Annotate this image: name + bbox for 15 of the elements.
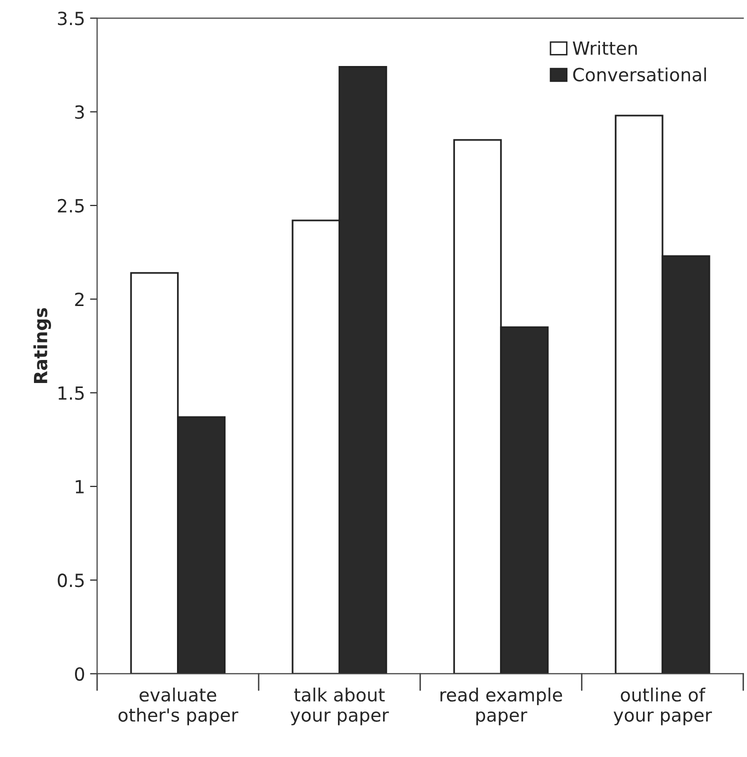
y-tick-label: 3.5 [58,12,84,26]
x-tick-label: outline of your paper [614,688,712,726]
y-tick-label: 2 [75,292,84,306]
y-tick-label: 1.5 [58,386,84,400]
y-tick-label: 1 [76,480,84,494]
x-tick-label: read example paper [440,688,562,726]
y-axis-title: Ratings [33,308,52,384]
legend-label: Conversational [573,67,706,82]
x-tick-label: evaluate other's paper [118,688,238,726]
y-tick-label: 0 [75,667,84,681]
x-tick-label: talk about your paper [290,688,389,726]
y-tick-label: 3 [75,105,84,119]
y-tick-label: 2.5 [58,198,84,213]
y-tick-label: 0.5 [58,574,84,588]
legend-label: Written [572,40,637,55]
